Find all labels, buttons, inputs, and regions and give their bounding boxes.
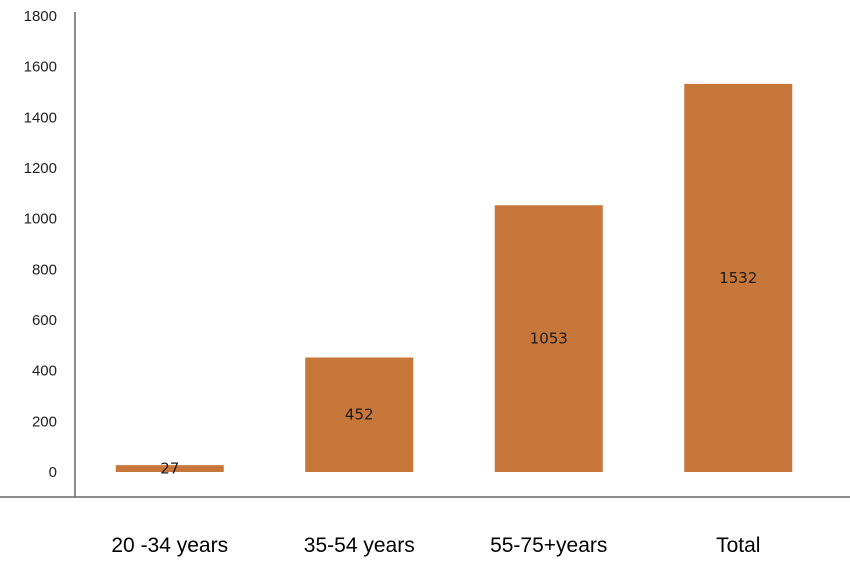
x-category-label: Total — [716, 534, 760, 557]
data-label: 452 — [345, 406, 374, 424]
data-label: 27 — [160, 460, 179, 478]
y-tick-label: 800 — [32, 261, 57, 278]
y-tick-label: 1400 — [24, 109, 57, 126]
bar — [684, 83, 793, 472]
y-axis-ticks: 0 200 400 600 800 1000 1200 1400 1600 1800 — [24, 8, 57, 481]
y-tick-label: 1200 — [24, 160, 57, 177]
data-label: 1532 — [719, 269, 757, 287]
bar — [115, 465, 224, 472]
y-tick-label: 1600 — [24, 59, 57, 76]
y-tick-label: 400 — [32, 363, 57, 380]
y-tick-label: 600 — [32, 312, 57, 329]
x-category-label: 20 -34 years — [111, 534, 228, 557]
y-tick-label: 0 — [49, 464, 57, 481]
data-label: 1053 — [530, 330, 568, 348]
x-axis-labels: 20 -34 years 35-54 years 55-75+years Total — [111, 534, 760, 557]
y-tick-label: 1800 — [24, 8, 57, 25]
x-category-label: 55-75+years — [490, 534, 607, 557]
bar — [305, 357, 414, 472]
y-tick-label: 200 — [32, 413, 57, 430]
data-labels: 27 452 1053 1532 — [160, 269, 757, 478]
bars — [115, 83, 793, 473]
x-category-label: 35-54 years — [304, 534, 415, 557]
bar — [494, 205, 603, 473]
y-tick-label: 1000 — [24, 211, 57, 228]
